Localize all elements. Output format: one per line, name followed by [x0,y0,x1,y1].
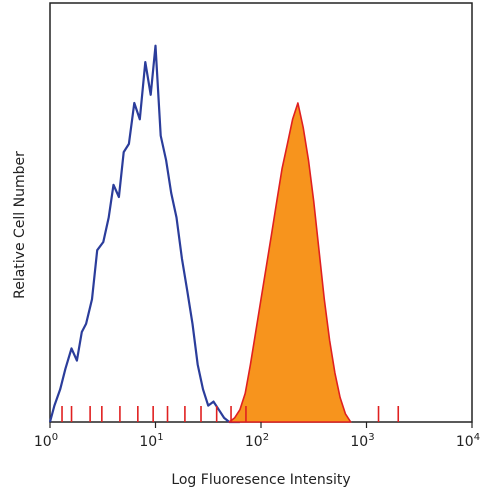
x-tick-label-3: 103 [350,432,374,450]
x-tick-exponent-2: 2 [263,432,269,443]
x-axis-title: Log Fluoresence Intensity [171,472,350,488]
x-tick-label-2: 102 [245,432,269,450]
x-tick-label-1: 101 [139,432,163,450]
x-tick-exponent-4: 4 [474,432,480,443]
series-1-filled-histogram [228,102,352,423]
y-axis-title: Relative Cell Number [12,151,28,299]
x-tick-exponent-0: 0 [52,432,58,443]
x-tick-label-0: 100 [34,432,58,450]
x-tick-exponent-3: 3 [368,432,374,443]
x-axis-ticks: 100 101 102 103 104 [34,422,480,450]
plot-area [48,2,473,424]
x-tick-exponent-1: 1 [157,432,163,443]
series-0-outline-histogram [48,44,240,424]
x-tick-label-4: 104 [456,432,480,450]
